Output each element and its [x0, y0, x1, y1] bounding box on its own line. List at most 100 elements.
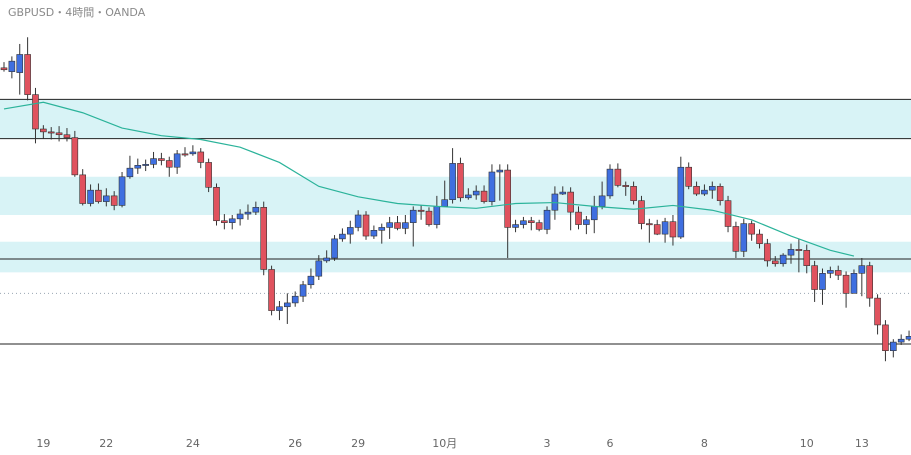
candle-body: [236, 213, 244, 220]
candle-body: [559, 191, 567, 195]
candle-body: [228, 218, 236, 223]
candle-body: [653, 224, 661, 235]
candle-54: [425, 207, 433, 227]
candle-body: [268, 269, 275, 311]
candle-103: [811, 260, 818, 302]
ma-line: [3, 101, 855, 257]
candle-86: [677, 156, 685, 239]
candle-body: [346, 227, 354, 235]
candle-64: [504, 164, 511, 258]
candle-17: [134, 158, 142, 174]
candle-body: [150, 158, 157, 165]
candle-body: [661, 221, 669, 235]
candle-body: [803, 250, 811, 266]
candle-63: [496, 164, 504, 201]
candle-body: [842, 274, 850, 294]
candle-61: [480, 185, 488, 204]
candle-body: [0, 67, 8, 71]
x-tick-label: 24: [186, 437, 200, 450]
x-tick-label: 8: [701, 437, 708, 450]
candle-11: [87, 184, 94, 207]
candle-body: [213, 187, 220, 222]
candle-99: [779, 253, 787, 267]
candle-2: [16, 43, 24, 95]
candle-body: [441, 199, 449, 207]
candle-113: [890, 339, 897, 358]
candle-body: [394, 222, 401, 229]
candle-body: [716, 186, 724, 201]
candle-body: [158, 158, 165, 161]
candle-19: [150, 151, 157, 169]
candle-31: [244, 204, 252, 220]
chart-title: GBPUSD・4時間・OANDA: [8, 6, 146, 19]
candle-22: [173, 150, 181, 174]
candle-7: [55, 126, 63, 142]
candle-body: [771, 260, 779, 265]
candle-89: [701, 184, 708, 196]
x-axis: 19 22 24 26 29 10月 3 6 8 10 13: [36, 437, 868, 450]
candle-body: [16, 54, 24, 73]
candle-body: [189, 151, 197, 155]
candle-25: [197, 148, 205, 169]
candle-body: [590, 206, 598, 221]
candle-39: [307, 268, 315, 289]
candle-26: [205, 158, 212, 193]
candle-body: [512, 224, 519, 228]
candle-body: [795, 249, 803, 251]
candle-body: [32, 94, 39, 130]
candle-35: [276, 301, 283, 321]
candle-body: [748, 223, 755, 235]
candle-21: [165, 156, 173, 177]
candle-62: [488, 164, 496, 206]
candle-94: [740, 218, 748, 258]
candle-112: [882, 320, 889, 362]
candle-77: [606, 164, 614, 199]
candle-body: [260, 207, 268, 270]
candle-body: [740, 223, 748, 252]
candle-body: [339, 233, 346, 240]
candle-body: [543, 209, 551, 230]
candle-body: [732, 226, 740, 252]
horizontal-lines: [0, 98, 911, 345]
x-tick-label: 22: [99, 437, 113, 450]
candle-body: [386, 222, 393, 228]
candle-body: [850, 273, 858, 294]
candle-45: [354, 210, 362, 232]
x-tick-label: 6: [606, 437, 613, 450]
candle-body: [858, 265, 866, 274]
candle-body: [480, 190, 488, 202]
candle-95: [748, 220, 755, 241]
candle-body: [40, 128, 47, 133]
candle-90: [708, 181, 716, 199]
candle-body: [8, 60, 16, 72]
candle-20: [158, 152, 165, 166]
candle-106: [834, 265, 842, 280]
candle-body: [103, 195, 110, 202]
candle-98: [771, 256, 779, 267]
candle-114: [897, 334, 905, 345]
candle-16: [126, 155, 134, 179]
candle-body: [307, 275, 315, 286]
candle-body: [24, 54, 31, 95]
candle-15: [118, 172, 126, 208]
x-tick-label: 3: [544, 437, 551, 450]
candle-body: [165, 160, 173, 168]
candle-30: [236, 209, 244, 226]
candle-101: [795, 238, 803, 273]
x-tick-label: 19: [36, 437, 50, 450]
candle-9: [71, 130, 79, 177]
candle-32: [252, 201, 260, 215]
candle-body: [315, 260, 323, 277]
candle-body: [567, 191, 574, 213]
candle-body: [488, 171, 496, 202]
x-tick-label: 29: [351, 437, 365, 450]
candle-82: [646, 218, 653, 243]
candle-body: [331, 238, 338, 259]
candle-71: [559, 186, 567, 195]
candle-96: [756, 229, 763, 249]
candle-body: [811, 265, 818, 290]
candle-body: [472, 190, 480, 196]
zone-0: [0, 99, 911, 139]
candle-body: [378, 227, 386, 231]
